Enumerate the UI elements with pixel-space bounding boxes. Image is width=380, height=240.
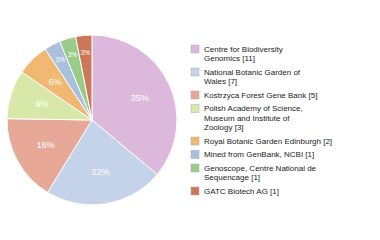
data-label: 3% — [81, 49, 91, 56]
legend-swatch — [191, 151, 199, 159]
legend-label: Royal Botanic Garden Edinburgh [2] — [204, 137, 332, 146]
legend-item: Kostrzyca Forest Gene Bank [5] — [191, 91, 317, 100]
pie-slice — [7, 119, 92, 193]
legend-item: Royal Botanic Garden Edinburgh [2] — [191, 137, 332, 146]
legend-label-line: Mined from GenBank, NCBI [1] — [204, 150, 314, 159]
legend-label-line: Kostrzyca Forest Gene Bank [5] — [204, 91, 317, 100]
legend-label-line: GATC Biotech AG [1] — [204, 187, 279, 196]
legend-label-line: Wales [7] — [204, 77, 237, 86]
chart: 35%22%16%9%6%3%3%3%Centre for Biodiversi… — [0, 0, 380, 240]
legend-label-line: Zoology [3] — [204, 123, 244, 132]
legend-label-line: Sequencage [1] — [204, 173, 260, 182]
pie-slice — [76, 35, 92, 120]
legend-label-line: Genomics [11] — [204, 54, 255, 63]
data-label: 35% — [131, 93, 149, 103]
legend-item: National Botanic Garden ofWales [7] — [191, 68, 301, 87]
legend-item: Centre for BiodiversityGenomics [11] — [191, 45, 283, 64]
legend-label: Centre for BiodiversityGenomics [11] — [204, 45, 283, 64]
legend-swatch — [191, 91, 199, 99]
legend-label: Kostrzyca Forest Gene Bank [5] — [204, 91, 317, 100]
legend-item: Polish Academy of Science,Museum and Ins… — [191, 104, 303, 132]
legend-label-line: Polish Academy of Science, — [204, 104, 303, 113]
data-label: 22% — [91, 167, 109, 177]
legend-label-line: Royal Botanic Garden Edinburgh [2] — [204, 137, 332, 146]
legend-label: Genoscope, Centre National deSequencage … — [204, 164, 317, 183]
legend-swatch — [191, 187, 199, 195]
legend-item: GATC Biotech AG [1] — [191, 187, 279, 196]
data-label: 9% — [35, 99, 48, 109]
legend-swatch — [191, 45, 199, 53]
legend-item: Mined from GenBank, NCBI [1] — [191, 150, 314, 159]
legend-swatch — [191, 164, 199, 172]
legend-label: GATC Biotech AG [1] — [204, 187, 279, 196]
legend-label: Mined from GenBank, NCBI [1] — [204, 150, 314, 159]
data-label: 3% — [68, 51, 78, 58]
pie: 35%22%16%9%6%3%3%3% — [7, 35, 177, 205]
legend-label-line: National Botanic Garden of — [204, 68, 301, 77]
legend-label: Polish Academy of Science,Museum and Ins… — [204, 104, 303, 132]
legend-label: National Botanic Garden ofWales [7] — [204, 68, 301, 87]
legend-label-line: Genoscope, Centre National de — [204, 164, 317, 173]
legend-swatch — [191, 68, 199, 76]
data-label: 3% — [56, 56, 66, 63]
legend: Centre for BiodiversityGenomics [11] Nati… — [191, 45, 332, 196]
legend-item: Genoscope, Centre National deSequencage … — [191, 164, 317, 183]
data-label: 6% — [49, 77, 62, 87]
legend-label-line: Museum and Institute of — [204, 114, 290, 123]
legend-label-line: Centre for Biodiversity — [204, 45, 283, 54]
legend-swatch — [191, 105, 199, 113]
data-label: 16% — [37, 140, 55, 150]
legend-swatch — [191, 137, 199, 145]
